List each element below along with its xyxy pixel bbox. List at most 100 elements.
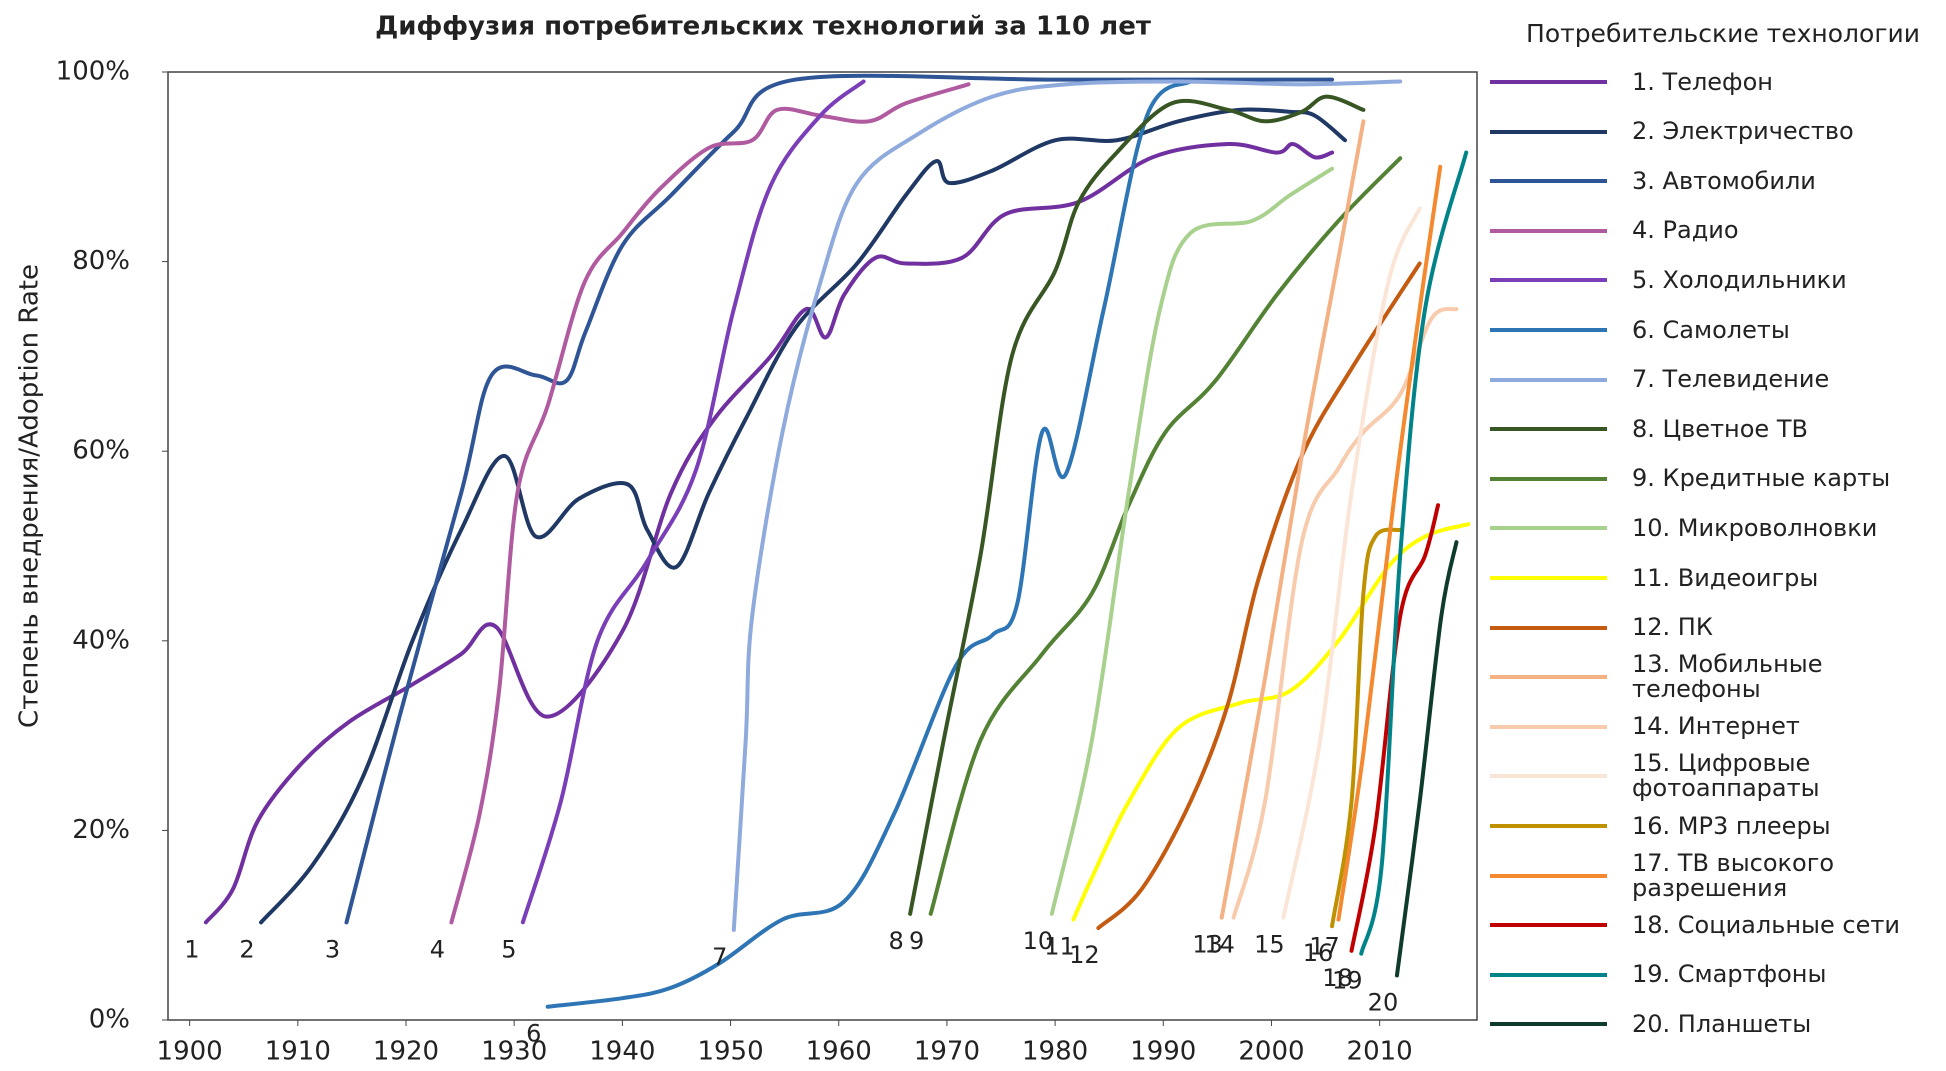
series-start-label: 3	[325, 935, 340, 963]
legend-swatch	[1490, 873, 1607, 878]
series-start-label: 8	[888, 927, 903, 955]
legend-item: 4. Радио	[1490, 206, 1940, 256]
series-start-label: 17	[1309, 933, 1340, 961]
legend-label: 13. Мобильные телефоны	[1632, 650, 1823, 704]
series-line	[1359, 150, 1469, 956]
legend-item: 11. Видеоигры	[1490, 553, 1940, 603]
series-line	[449, 82, 971, 925]
legend-swatch	[1490, 774, 1607, 779]
series-start-label: 16	[1303, 939, 1334, 967]
series-line	[1336, 164, 1443, 922]
series-start-label: 1	[184, 935, 199, 963]
legend-label: 2. Электричество	[1632, 117, 1854, 146]
legend-label: 17. ТВ высокого разрешения	[1632, 848, 1834, 902]
legend-swatch	[1490, 972, 1607, 977]
series-start-label: 9	[909, 927, 924, 955]
series-line	[344, 73, 1335, 925]
legend-item: 8. Цветное ТВ	[1490, 404, 1940, 454]
x-tick-label: 1920	[373, 1037, 439, 1067]
legend-label: 9. Кредитные карты	[1632, 464, 1891, 493]
legend-item: 15. Цифровые фотоаппараты	[1490, 751, 1940, 801]
legend-label: 7. Телевидение	[1632, 365, 1830, 394]
series-line	[259, 107, 1348, 925]
legend-label: 3. Автомобили	[1632, 166, 1816, 195]
y-tick-label: 20%	[72, 815, 130, 845]
x-tick-label: 1990	[1130, 1037, 1196, 1067]
series-start-label: 20	[1368, 988, 1399, 1016]
legend-label: 10. Микроволновки	[1632, 513, 1878, 542]
series-start-label: 13	[1192, 931, 1223, 959]
series-start-label: 14	[1204, 931, 1235, 959]
series-start-label: 10	[1023, 927, 1054, 955]
series-start-label: 5	[501, 935, 516, 963]
legend-swatch	[1490, 824, 1607, 828]
legend-swatch	[1490, 328, 1607, 332]
legend-label: 12. ПК	[1632, 613, 1713, 642]
legend-item: 12. ПК	[1490, 603, 1940, 653]
legend-swatch	[1490, 179, 1607, 184]
legend-item: 13. Мобильные телефоны	[1490, 652, 1940, 702]
x-tick-label: 1960	[806, 1037, 872, 1067]
legend-item: 19. Смартфоны	[1490, 950, 1940, 1000]
x-tick-label: 1900	[157, 1037, 223, 1067]
legend-label: 19. Смартфоны	[1632, 960, 1827, 989]
y-axis-label: Степень внедрения/Adoption Rate	[15, 264, 45, 728]
legend-swatch	[1490, 923, 1607, 928]
series-line	[928, 156, 1403, 916]
legend-label: 8. Цветное ТВ	[1632, 414, 1808, 443]
legend-swatch	[1490, 476, 1607, 481]
series-start-label: 18	[1322, 964, 1353, 992]
legend-label: 11. Видеоигры	[1632, 563, 1819, 592]
legend-swatch	[1490, 625, 1607, 630]
x-tick-label: 1940	[589, 1037, 655, 1067]
legend-label: 5. Холодильники	[1632, 265, 1847, 294]
legend-item: 2. Электричество	[1490, 107, 1940, 157]
x-tick-label: 1910	[265, 1037, 331, 1067]
legend-swatch	[1490, 278, 1607, 283]
series-start-label: 6	[526, 1020, 541, 1048]
series-line	[908, 94, 1366, 916]
legend-label: 1. Телефон	[1632, 67, 1773, 96]
y-tick-label: 100%	[56, 57, 130, 87]
series-line	[731, 79, 1403, 932]
series-start-label: 12	[1069, 941, 1100, 969]
legend-item: 20. Планшеты	[1490, 999, 1940, 1049]
legend-label: 6. Самолеты	[1632, 315, 1790, 344]
legend-swatch	[1490, 427, 1607, 432]
legend-title: Потребительские технологии	[1526, 19, 1920, 48]
series-line	[1096, 261, 1422, 931]
x-tick-label: 1930	[481, 1037, 547, 1067]
legend-swatch	[1490, 675, 1607, 680]
y-tick-label: 60%	[72, 436, 130, 466]
legend-item: 9. Кредитные карты	[1490, 454, 1940, 504]
legend-item: 5. Холодильники	[1490, 255, 1940, 305]
legend-item: 1. Телефон	[1490, 57, 1940, 107]
legend-swatch	[1490, 377, 1607, 382]
series-start-label: 2	[239, 935, 254, 963]
legend-label: 20. Планшеты	[1632, 1009, 1812, 1038]
legend-swatch	[1490, 228, 1607, 233]
y-tick-label: 0%	[89, 1005, 130, 1035]
legend-swatch	[1490, 526, 1607, 531]
legend-item: 18. Социальные сети	[1490, 900, 1940, 950]
series-line	[1049, 166, 1335, 916]
series-start-label: 11	[1044, 933, 1075, 961]
series-line	[1394, 540, 1459, 978]
x-tick-label: 1980	[1022, 1037, 1088, 1067]
legend-swatch	[1490, 576, 1607, 580]
legend-item: 17. ТВ высокого разрешения	[1490, 848, 1940, 902]
legend-item: 3. Автомобили	[1490, 156, 1940, 206]
series-line	[1330, 527, 1403, 929]
legend-swatch	[1490, 129, 1607, 134]
legend-swatch	[1490, 724, 1607, 729]
legend-item: 16. MP3 плееры	[1490, 801, 1940, 851]
series-line	[203, 142, 1335, 925]
series-line	[520, 79, 866, 925]
series-line	[1281, 206, 1422, 920]
series-line	[1219, 119, 1366, 920]
series-start-label: 15	[1254, 931, 1285, 959]
series-start-label: 19	[1332, 967, 1363, 995]
series-start-label: 4	[430, 935, 445, 963]
